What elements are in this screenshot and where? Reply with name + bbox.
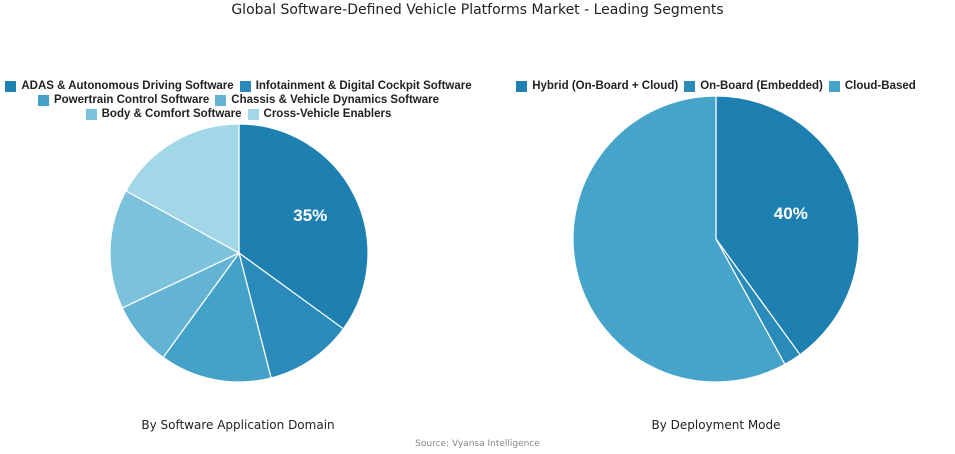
- subtitle-deployment-mode: By Deployment Mode: [566, 418, 866, 432]
- slice-label-hybrid-on-board-cloud: 40%: [774, 204, 808, 223]
- source-note: Source: Vyansa Intelligence: [0, 439, 955, 449]
- pie-deployment-mode: 40%: [573, 96, 859, 382]
- slice-label-adas-and-autonomous-driving-software: 35%: [293, 206, 327, 225]
- pie-software-domain: 35%: [110, 124, 368, 382]
- subtitle-software-domain: By Software Application Domain: [88, 418, 388, 432]
